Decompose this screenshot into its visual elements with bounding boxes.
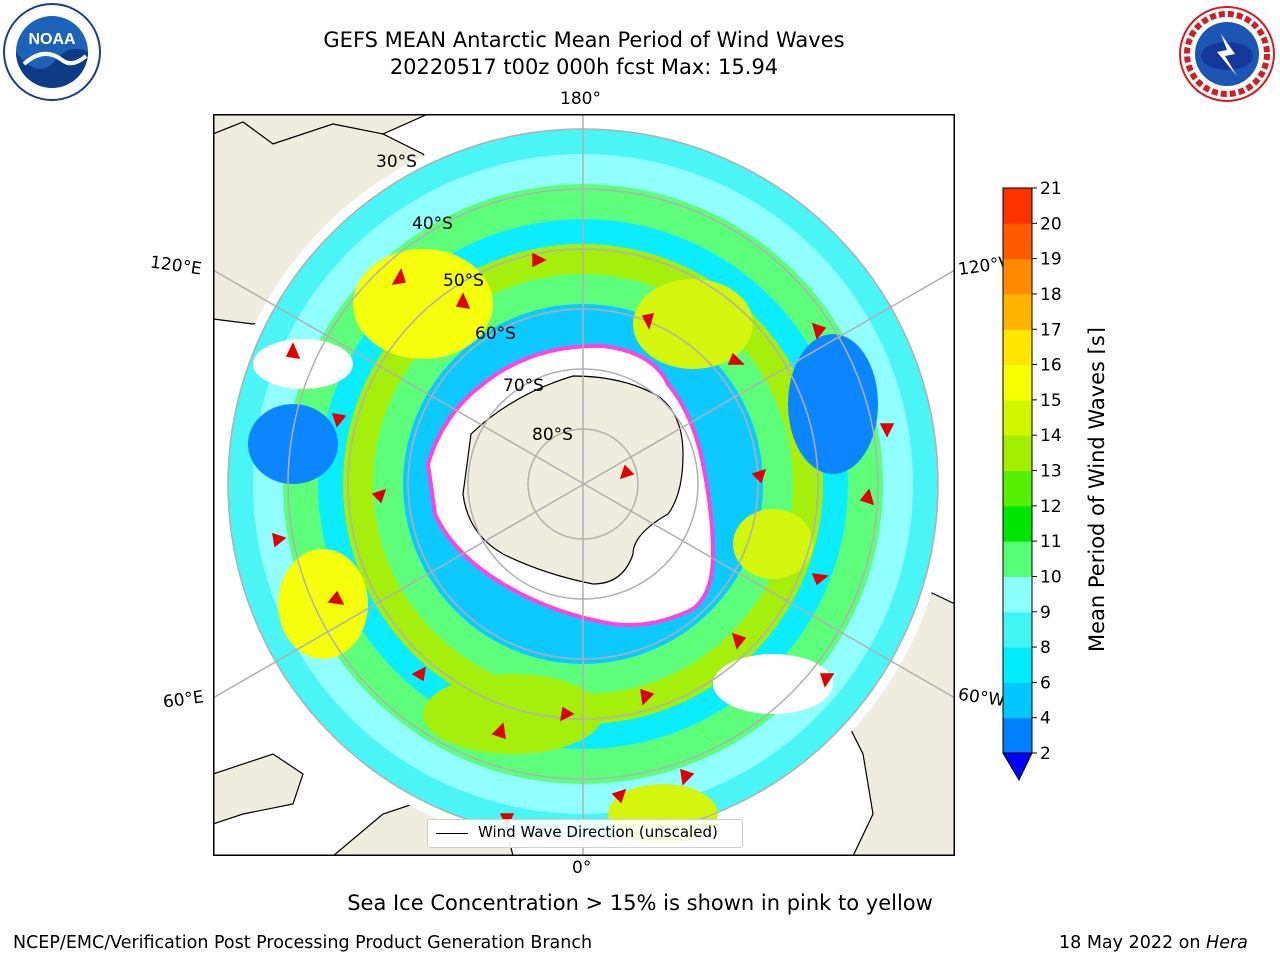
footer-date-machine: Hera <box>1206 933 1248 953</box>
colorbar-under-triangle <box>1002 752 1033 782</box>
lat-label-80s: 80°S <box>532 425 573 445</box>
legend-line-swatch <box>436 833 468 834</box>
colorbar-bands <box>1003 188 1032 754</box>
sea-ice-note: Sea Ice Concentration > 15% is shown in … <box>347 891 933 915</box>
nws-logo <box>1179 6 1275 102</box>
colorbar-tick-label: 15 <box>1040 391 1062 411</box>
lat-label-40s: 40°S <box>412 214 453 234</box>
colorbar-tick-label: 19 <box>1040 250 1062 270</box>
footer-date-prefix: 18 May 2022 on <box>1059 933 1207 953</box>
colorbar-band <box>1003 647 1032 683</box>
polar-map: 30°S 40°S 50°S 60°S 70°S 80°S <box>213 114 955 856</box>
colorbar-band <box>1003 505 1032 542</box>
legend-label: Wind Wave Direction (unscaled) <box>478 823 718 841</box>
colorbar-band <box>1003 364 1032 401</box>
map-legend: Wind Wave Direction (unscaled) <box>427 819 743 848</box>
map-border <box>213 114 955 856</box>
lat-label-70s: 70°S <box>503 376 544 396</box>
colorbar-band <box>1003 717 1032 754</box>
colorbar-tick-label: 4 <box>1040 709 1051 729</box>
lat-label-50s: 50°S <box>443 271 484 291</box>
lon-label-180: 180° <box>560 89 601 109</box>
lat-label-30s: 30°S <box>376 152 417 172</box>
lon-label-60e: 60°E <box>161 687 206 713</box>
graticule <box>213 114 955 856</box>
lon-label-0: 0° <box>572 858 592 878</box>
colorbar-band <box>1003 188 1032 224</box>
colorbar-band <box>1003 399 1032 436</box>
colorbar: 2 4 6 8 9 10 11 12 13 14 15 16 17 18 19 20 21 Mean Perio… <box>1002 180 1105 782</box>
colorbar-tick-label: 17 <box>1040 320 1062 340</box>
colorbar-tick-label: 14 <box>1040 426 1062 446</box>
colorbar-tick-label: 18 <box>1040 285 1062 305</box>
colorbar-ticks: 2 4 6 8 9 10 11 12 13 14 15 16 17 18 19 20 21 <box>1032 180 1062 764</box>
colorbar-label: Mean Period of Wind Waves [s] <box>1085 327 1105 652</box>
colorbar-band <box>1003 470 1032 507</box>
colorbar-tick-label: 6 <box>1040 673 1051 693</box>
colorbar-tick-label: 2 <box>1040 744 1051 764</box>
footer-credit: NCEP/EMC/Verification Post Processing Pr… <box>13 933 593 953</box>
colorbar-band <box>1003 576 1032 613</box>
lat-label-60s: 60°S <box>475 324 516 344</box>
colorbar-band <box>1003 611 1032 648</box>
wave-direction-arrows <box>272 252 895 828</box>
colorbar-tick-label: 13 <box>1040 462 1062 482</box>
chart-subtitle: 20220517 t00z 000h fcst Max: 15.94 <box>389 55 779 79</box>
colorbar-tick-label: 8 <box>1040 638 1051 658</box>
colorbar-band <box>1003 329 1032 366</box>
noaa-logo: NOAA <box>3 3 101 101</box>
chart-title: GEFS MEAN Antarctic Mean Period of Wind … <box>323 28 845 52</box>
colorbar-tick-label: 9 <box>1040 603 1051 623</box>
colorbar-tick-label: 10 <box>1040 567 1062 587</box>
noaa-logo-text: NOAA <box>28 31 76 48</box>
colorbar-band <box>1003 223 1032 260</box>
footer-date: 18 May 2022 on Hera <box>1059 933 1248 953</box>
colorbar-tick-label: 16 <box>1040 356 1062 376</box>
colorbar-band <box>1003 258 1032 295</box>
colorbar-tick-label: 12 <box>1040 497 1062 517</box>
colorbar-band <box>1003 435 1032 471</box>
colorbar-tick-label: 11 <box>1040 532 1062 552</box>
lon-label-120e: 120°E <box>148 252 203 280</box>
colorbar-band <box>1003 293 1032 330</box>
colorbar-tick-label: 20 <box>1040 214 1062 234</box>
land-africa <box>213 753 304 825</box>
colorbar-tick-label: 21 <box>1040 180 1062 199</box>
colorbar-band <box>1003 682 1032 719</box>
colorbar-band <box>1003 541 1032 577</box>
